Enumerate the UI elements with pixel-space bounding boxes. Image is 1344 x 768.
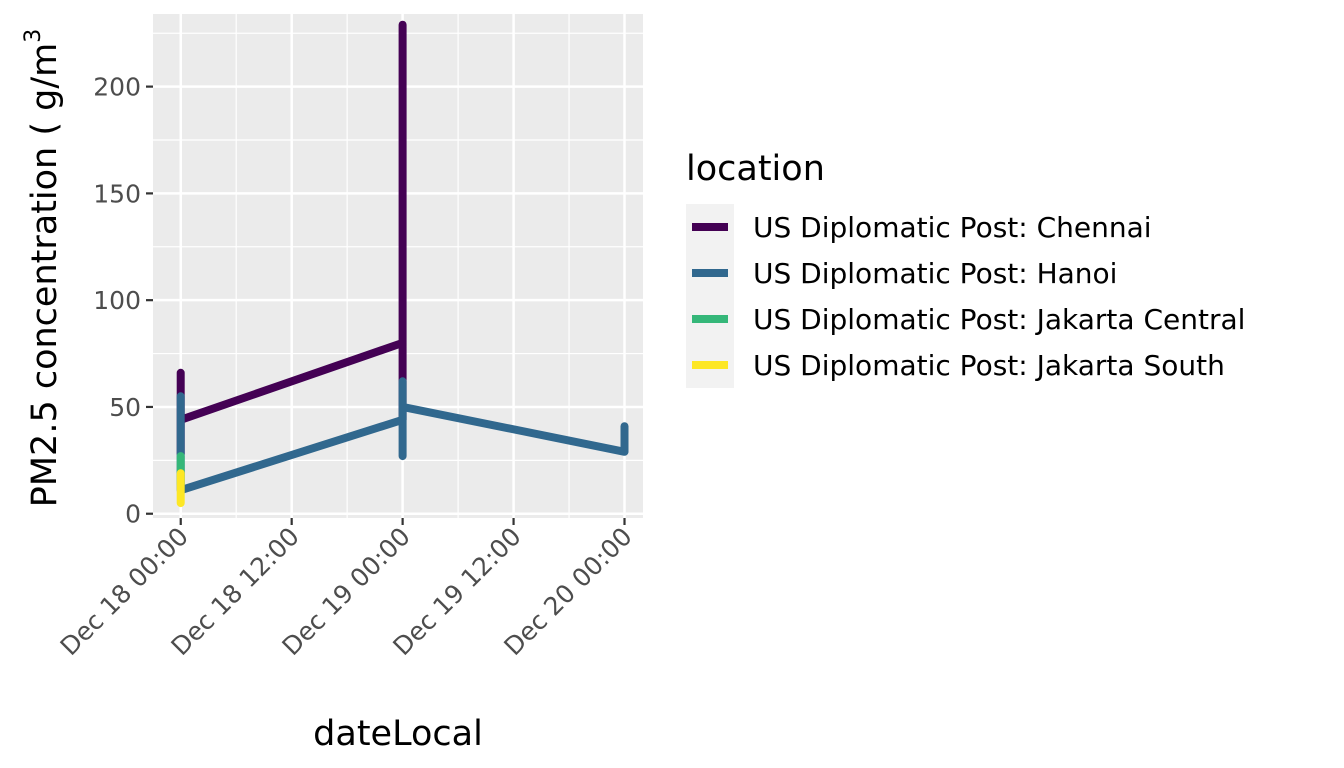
y-tick-label: 0 [125, 500, 141, 529]
y-axis-title-superscript: 3 [21, 29, 46, 43]
y-tick-label: 150 [93, 179, 141, 208]
y-axis-title: PM2.5 concentration ( g/m3 [21, 29, 65, 508]
legend-title: location [686, 149, 825, 189]
legend-label-3: US Diplomatic Post: Jakarta South [753, 349, 1225, 382]
legend-key-background [686, 204, 734, 388]
x-axis-title: dateLocal [313, 714, 483, 754]
y-tick-label: 100 [93, 286, 141, 315]
y-tick-label: 50 [109, 393, 141, 422]
legend-label-1: US Diplomatic Post: Hanoi [753, 257, 1117, 290]
series-layer [176, 20, 629, 508]
y-axis: 0 50 100 150 200 [93, 73, 153, 529]
y-axis-title-text: PM2.5 concentration ( g/m [25, 43, 65, 508]
y-tick-label: 200 [93, 73, 141, 102]
legend-label-0: US Diplomatic Post: Chennai [753, 211, 1152, 244]
y-axis-title-group: PM2.5 concentration ( g/m3 [21, 29, 65, 508]
plot-panel [153, 14, 643, 518]
legend: location US Diplomatic Post: Chennai US D… [686, 149, 1245, 388]
legend-label-2: US Diplomatic Post: Jakarta Central [753, 303, 1245, 336]
